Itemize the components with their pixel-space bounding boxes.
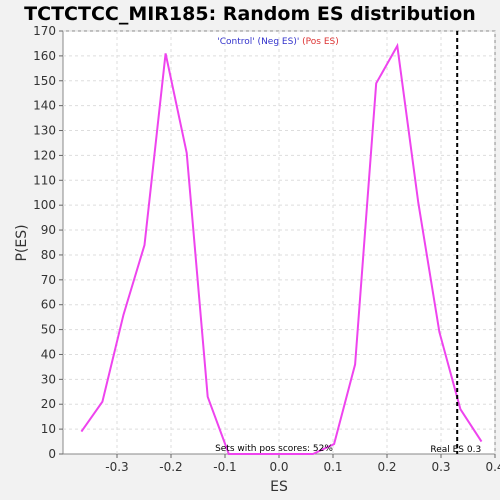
x-tick-label: 0.1 xyxy=(323,460,342,474)
series-layer xyxy=(80,42,483,455)
y-axis-label: P(ES) xyxy=(14,224,30,261)
y-tick-label: 110 xyxy=(33,173,56,187)
x-tick-label: 0.4 xyxy=(485,460,500,474)
x-tick-label: -0.2 xyxy=(159,460,182,474)
y-tick-label: 70 xyxy=(41,273,56,287)
y-tick-label: 130 xyxy=(33,124,56,138)
y-tick-label: 20 xyxy=(41,397,56,411)
real-es-label: Real ES 0.3 xyxy=(430,445,481,455)
y-tick-label: 150 xyxy=(33,74,56,88)
x-axis-ticks: -0.3 -0.2 -0.1 0.0 0.1 0.2 0.3 0.4 xyxy=(105,454,500,474)
y-tick-label: 160 xyxy=(33,49,56,63)
x-tick-label: 0.0 xyxy=(269,460,288,474)
y-axis-ticks: 0 10 20 30 40 50 60 70 80 90 100 110 120 130 140 150 160… xyxy=(33,24,63,461)
y-tick-label: 100 xyxy=(33,198,56,212)
y-tick-label: 90 xyxy=(41,223,56,237)
x-tick-label: -0.3 xyxy=(105,460,128,474)
y-tick-label: 60 xyxy=(41,298,56,312)
y-tick-label: 40 xyxy=(41,347,56,361)
legend-pos-label: (Pos ES) xyxy=(299,37,338,47)
annotation-layer: Real ES 0.3 Sets with pos scores: 52% xyxy=(215,31,481,455)
y-tick-label: 30 xyxy=(41,372,56,386)
grid xyxy=(63,30,496,454)
pos-scores-annotation: Sets with pos scores: 52% xyxy=(215,444,333,454)
series-line xyxy=(80,42,483,455)
chart-title: TCTCTCC_MIR185: Random ES distribution xyxy=(24,3,476,25)
y-tick-label: 0 xyxy=(48,447,56,461)
y-tick-label: 170 xyxy=(33,24,56,38)
x-tick-label: -0.1 xyxy=(213,460,236,474)
y-tick-label: 80 xyxy=(41,248,56,262)
y-tick-label: 140 xyxy=(33,99,56,113)
y-tick-label: 120 xyxy=(33,148,56,162)
y-tick-label: 10 xyxy=(41,422,56,436)
x-axis-label: ES xyxy=(270,479,288,495)
x-tick-label: 0.3 xyxy=(431,460,450,474)
y-tick-label: 50 xyxy=(41,323,56,337)
x-tick-label: 0.2 xyxy=(377,460,396,474)
legend-control-label: 'Control' (Neg ES)' xyxy=(217,37,299,47)
legend: 'Control' (Neg ES)' (Pos ES) xyxy=(217,37,339,47)
